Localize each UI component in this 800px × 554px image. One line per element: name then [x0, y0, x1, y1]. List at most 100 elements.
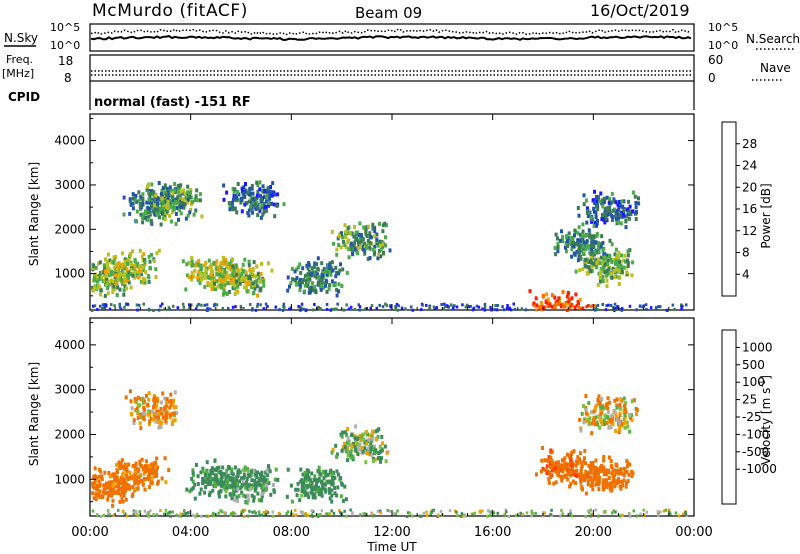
velocity-cell: [94, 476, 98, 481]
power-cell: [240, 278, 243, 282]
power-cell: [576, 238, 580, 243]
velocity-cell: [626, 464, 629, 469]
power-cell: [212, 261, 216, 266]
power-cell: [563, 305, 566, 309]
velocity-cell: [330, 509, 333, 513]
power-cell: [261, 184, 265, 189]
power-cell: [461, 303, 464, 307]
power-cell: [567, 301, 571, 306]
power-cell: [152, 309, 155, 312]
power-cell: [185, 192, 189, 197]
velocity-cell: [437, 513, 440, 517]
power-cell: [599, 255, 603, 260]
velocity-cell: [489, 510, 493, 514]
velocity-cell: [566, 472, 570, 477]
power-cell: [110, 269, 113, 274]
power-cell: [566, 244, 569, 248]
power-cell: [135, 303, 139, 307]
power-cell: [570, 296, 574, 301]
power-cell: [384, 302, 387, 306]
power-cell: [577, 251, 581, 255]
velocity-cell: [356, 452, 360, 457]
velocity-cell: [336, 485, 340, 490]
power-cell: [332, 283, 336, 287]
power-cell: [564, 245, 567, 250]
power-cell: [257, 276, 261, 281]
velocity-cell: [585, 418, 589, 423]
power-cell: [155, 208, 159, 213]
velocity-cell: [464, 514, 467, 518]
power-cell: [481, 307, 484, 311]
velocity-cell: [541, 446, 545, 450]
power-cell: [578, 238, 582, 243]
velocity-cell: [569, 457, 573, 462]
power-cell: [325, 307, 329, 311]
velocity-cell: [572, 449, 576, 454]
velocity-cell: [354, 448, 358, 452]
power-cell: [598, 261, 602, 265]
power-cell: [635, 308, 638, 312]
power-cell: [232, 283, 236, 288]
velocity-cell: [145, 464, 149, 469]
power-cell: [586, 214, 590, 219]
power-cell: [274, 305, 277, 309]
power-cell: [565, 233, 569, 238]
power-cell: [596, 218, 599, 223]
power-cell: [246, 211, 250, 215]
power-cell: [259, 197, 263, 202]
power-cell: [613, 252, 617, 257]
velocity-cell: [135, 400, 139, 405]
velocity-cell: [214, 484, 217, 489]
power-cell: [126, 273, 129, 278]
velocity-cell: [496, 511, 499, 515]
velocity-cell: [92, 485, 96, 490]
power-cell: [381, 244, 385, 249]
power-cell: [604, 216, 608, 221]
power-cell: [341, 267, 345, 272]
power-cell: [246, 190, 250, 195]
velocity-cell: [152, 395, 156, 400]
velocity-cell: [560, 474, 564, 479]
velocity-cell: [325, 512, 328, 516]
power-cell: [138, 202, 142, 207]
velocity-cell: [608, 486, 612, 491]
velocity-cell: [583, 448, 587, 453]
power-cell: [614, 306, 617, 310]
velocity-cell: [407, 511, 410, 515]
velocity-cell: [267, 481, 271, 485]
power-cell: [232, 268, 236, 273]
power-cell: [188, 210, 192, 215]
velocity-cell: [365, 441, 369, 446]
power-cell: [111, 287, 115, 292]
power-cell: [324, 283, 328, 288]
velocity-cell: [525, 511, 529, 515]
power-cell: [161, 206, 165, 211]
power-cell: [508, 306, 511, 310]
velocity-cell: [584, 394, 588, 399]
power-cell: [181, 302, 185, 306]
power-cell: [564, 249, 568, 254]
power-cell: [149, 211, 152, 215]
power-cell: [566, 236, 570, 241]
power-cell: [621, 307, 624, 311]
velocity-cell: [217, 465, 221, 470]
power-cell: [601, 204, 605, 209]
power-cell: [198, 281, 202, 286]
power-cell: [619, 210, 623, 215]
power-cell: [248, 204, 252, 209]
velocity-cell: [155, 418, 159, 423]
velocity-cell: [542, 511, 545, 515]
power-cell: [141, 280, 145, 285]
power-cell: [685, 303, 688, 307]
power-cell: [180, 201, 184, 205]
power-cell: [581, 244, 585, 249]
velocity-cell: [559, 514, 562, 518]
velocity-cell: [301, 472, 305, 477]
power-cell: [144, 209, 147, 214]
velocity-cell: [137, 514, 141, 518]
velocity-cell: [615, 418, 619, 423]
power-cell: [179, 183, 183, 188]
power-cell: [577, 301, 580, 306]
power-cell: [602, 252, 606, 257]
